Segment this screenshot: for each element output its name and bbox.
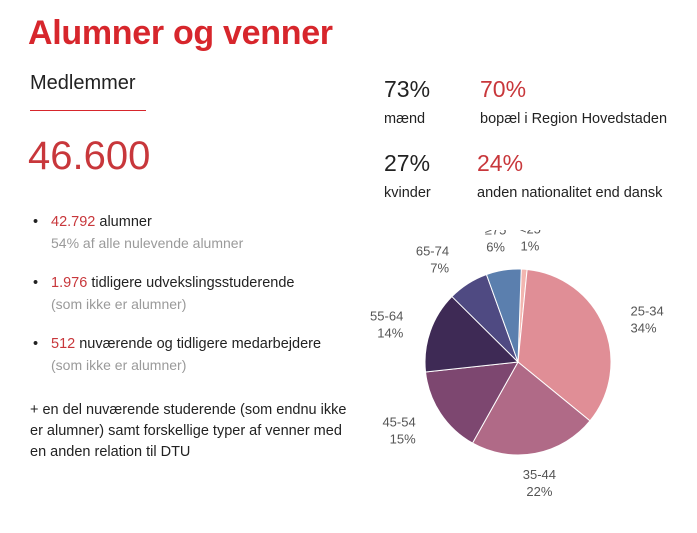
pie-category-label: 45-54 (382, 414, 415, 429)
stat-label: anden nationalitet end dansk (477, 185, 663, 201)
bullet-subtext: (som ikke er alumner) (51, 296, 187, 312)
bullet-text: tidligere udvekslingsstuderende (87, 275, 295, 291)
page-title: Alumner og venner (28, 14, 333, 52)
subtitle-divider (30, 110, 146, 111)
stat-region: 70% bopæl i Region Hovedstaden (480, 76, 667, 127)
member-breakdown-list: • 42.792 alumner 54% af alle nulevende a… (30, 212, 360, 395)
list-item: • 42.792 alumner 54% af alle nulevende a… (30, 212, 360, 254)
footnote: + en del nuværende studerende (som endnu… (30, 402, 347, 460)
pie-percent-label: 34% (631, 320, 657, 335)
bullet-number: 1.976 (51, 275, 88, 291)
section-subtitle: Medlemmer (30, 72, 136, 94)
pie-slice-55-64 (424, 295, 520, 373)
list-item: • 1.976 tidligere udvekslingsstuderende … (30, 273, 360, 315)
pie-percent-label: 1% (521, 238, 540, 253)
list-item: • 512 nuværende og tidligere medarbejder… (30, 334, 360, 376)
bullet-icon: • (33, 214, 39, 230)
age-pie-chart: <25 1% 25-34 34% 35-44 22% 45-54 15% 55-64 14% 65-… (370, 230, 664, 499)
pie-percent-label: 22% (526, 484, 552, 499)
stat-percent: 24% (477, 150, 524, 176)
bullet-number: 512 (51, 336, 76, 352)
pie-slice-45-54 (424, 361, 519, 444)
stat-women: 27% kvinder (384, 150, 431, 201)
pie-percent-label: 15% (390, 431, 416, 446)
pie-slice-35-44 (471, 361, 591, 456)
pie-category-label: 25-34 (631, 303, 664, 318)
pie-percent-label: 7% (430, 260, 449, 275)
stat-percent: 70% (480, 76, 527, 102)
bullet-text: nuværende og tidligere medarbejdere (75, 336, 322, 352)
total-members: 46.600 (28, 134, 151, 178)
stat-label: bopæl i Region Hovedstaden (480, 111, 668, 127)
pie-category-label: 65-74 (416, 243, 449, 258)
bullet-icon: • (33, 275, 39, 291)
bullet-subtext: 54% af alle nulevende alumner (51, 235, 244, 251)
pie-category-label: 55-64 (370, 309, 403, 324)
stat-percent: 73% (384, 76, 431, 102)
stat-label: kvinder (384, 185, 431, 201)
pie-percent-label: 14% (377, 326, 403, 341)
pie-category-label: <25 (519, 230, 541, 236)
pie-category-label: ≥75 (485, 230, 507, 237)
bullet-text: alumner (95, 214, 152, 230)
pie-percent-label: 6% (486, 239, 505, 254)
stat-percent: 27% (384, 150, 431, 176)
stat-nationality: 24% anden nationalitet end dansk (477, 150, 662, 201)
bullet-number: 42.792 (51, 214, 96, 230)
stat-men: 73% mænd (384, 76, 430, 127)
bullet-icon: • (33, 336, 39, 352)
pie-category-label: 35-44 (523, 467, 556, 482)
stat-label: mænd (384, 111, 426, 127)
pie-slice-25-34 (517, 268, 612, 422)
pie-slice-≥75 (485, 268, 522, 363)
bullet-subtext: (som ikke er alumner) (51, 357, 187, 373)
